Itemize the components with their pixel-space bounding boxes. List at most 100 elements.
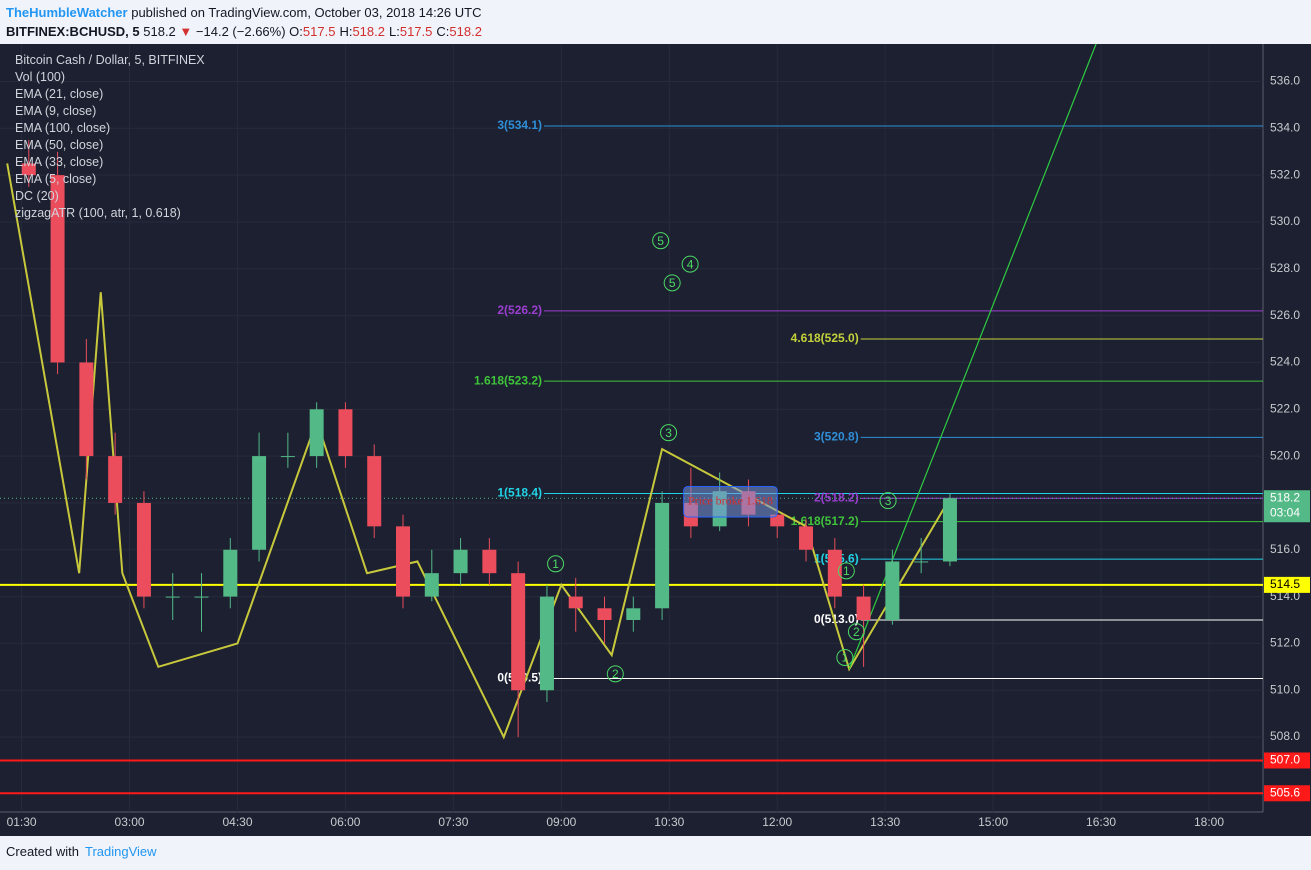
symbol: BITFINEX:BCHUSD, 5 (6, 24, 140, 39)
wave-marker (663, 274, 681, 292)
fib-label: 1.618(523.2) (474, 373, 542, 387)
fib-label: 4.618(525.0) (791, 331, 859, 345)
candle-body (539, 596, 554, 691)
wave-marker (847, 623, 865, 641)
candle-body (50, 175, 65, 363)
ohlc-key: H: (339, 24, 353, 39)
wave-label: 4 (687, 257, 694, 271)
y-tick-label: 530.0 (1270, 214, 1300, 228)
legend-item: zigzagATR (100, atr, 1, 0.618) (15, 206, 181, 220)
legend-item: EMA (33, close) (15, 155, 104, 169)
wave-label: 1 (843, 564, 850, 578)
y-tick-label: 516.0 (1270, 542, 1300, 556)
legend-item: EMA (100, close) (15, 121, 111, 135)
chart: 508.0510.0512.0514.0516.0518.0520.0522.0… (0, 43, 1311, 836)
x-tick-label: 04:30 (222, 815, 252, 829)
x-tick-label: 06:00 (330, 815, 360, 829)
ohlc-key: O: (289, 24, 303, 39)
price-tag (1264, 576, 1310, 593)
x-tick-label: 10:30 (654, 815, 684, 829)
wave-marker (837, 562, 855, 580)
y-tick-label: 524.0 (1270, 355, 1300, 369)
change: −14.2 (−2.66%) (195, 24, 286, 39)
wave-marker (836, 648, 854, 666)
y-tick-label: 520.0 (1270, 448, 1300, 462)
candle-body (914, 561, 929, 563)
fib-label: 0(513.0) (814, 612, 859, 626)
y-tick-label: 528.0 (1270, 261, 1300, 275)
y-tick-label: 522.0 (1270, 401, 1300, 415)
legend-item: EMA (9, close) (15, 104, 97, 118)
legend-item: Bitcoin Cash / Dollar, 5, BITFINEX (15, 53, 205, 67)
y-tick-label: 532.0 (1270, 167, 1300, 181)
x-tick-label: 07:30 (438, 815, 468, 829)
author[interactable]: TheHumbleWatcher (6, 5, 128, 20)
fib-label: 3(534.1) (497, 118, 542, 132)
x-tick-label: 03:00 (115, 815, 145, 829)
legend-item: EMA (50, close) (15, 138, 104, 152)
y-tick-label: 512.0 (1270, 636, 1300, 650)
published: published on TradingView.com, October 03… (131, 5, 482, 20)
y-tick-label: 534.0 (1270, 120, 1300, 134)
candle-body (597, 608, 612, 620)
candle-body (79, 362, 94, 457)
candle-body (655, 502, 670, 609)
y-axis-bg (1263, 44, 1311, 812)
price-tag-label: 505.6 (1270, 785, 1300, 799)
ohlc-val: 518.2 (449, 24, 482, 39)
candle-body (942, 498, 957, 562)
fib-label: 2(518.2) (814, 490, 859, 504)
ohlc-val: 518.2 (352, 24, 385, 39)
note-text: Price broke 1.618 (688, 494, 773, 508)
last: 518.2 (143, 24, 176, 39)
footer: Created with TradingView (6, 844, 157, 859)
candle-body (453, 549, 468, 574)
header-line: TheHumbleWatcher published on TradingVie… (6, 3, 486, 22)
ohlc: O:517.5 H:518.2 L:517.5 C:518.2 (289, 24, 486, 39)
candle-body (885, 561, 900, 620)
candle-body (799, 526, 814, 550)
wave-label: 3 (665, 426, 672, 440)
x-tick-label: 16:30 (1086, 815, 1116, 829)
wave-label: 5 (657, 234, 664, 248)
wave-marker (879, 492, 897, 510)
wave-marker (652, 232, 670, 250)
candle-body (396, 526, 411, 597)
x-tick-label: 01:30 (7, 815, 37, 829)
x-tick-label: 15:00 (978, 815, 1008, 829)
fib-label: 1(518.4) (497, 486, 542, 500)
note-box (683, 486, 778, 518)
wave-label: 2 (612, 667, 619, 681)
ohlc-val: 517.5 (302, 24, 336, 39)
fib-label: 3(520.8) (814, 430, 859, 444)
legend-item: EMA (5, close) (15, 172, 97, 186)
y-tick-label: 508.0 (1270, 729, 1300, 743)
price-tag-label: 518.2 (1270, 490, 1300, 504)
wave-label: 5 (669, 276, 676, 290)
wave-label: 1 (552, 557, 559, 571)
wave-marker (547, 555, 565, 573)
y-tick-label: 510.0 (1270, 682, 1300, 696)
footer-prefix: Created with (6, 844, 79, 859)
x-axis-bg (0, 812, 1311, 836)
wave-marker (660, 424, 678, 442)
x-tick-label: 09:00 (546, 815, 576, 829)
candle-body (309, 409, 324, 457)
plot-bg (0, 44, 1263, 812)
ohlc-key: L: (389, 24, 400, 39)
x-tick-label: 12:00 (762, 815, 792, 829)
y-tick-label: 526.0 (1270, 308, 1300, 322)
candle-body (568, 596, 583, 609)
y-tick-label: 536.0 (1270, 74, 1300, 88)
price-tag (1264, 490, 1310, 523)
candle-body (136, 502, 151, 597)
price-tag (1264, 752, 1310, 769)
legend: Bitcoin Cash / Dollar, 5, BITFINEX Vol (1… (15, 52, 205, 222)
footer-brand[interactable]: TradingView (84, 844, 157, 859)
candle-body (165, 596, 180, 598)
legend-item: DC (20) (15, 189, 59, 203)
candle-body (252, 456, 267, 550)
price-tag-label: 507.0 (1270, 753, 1300, 767)
candle-body (511, 573, 526, 691)
legend-item: EMA (21, close) (15, 87, 104, 101)
